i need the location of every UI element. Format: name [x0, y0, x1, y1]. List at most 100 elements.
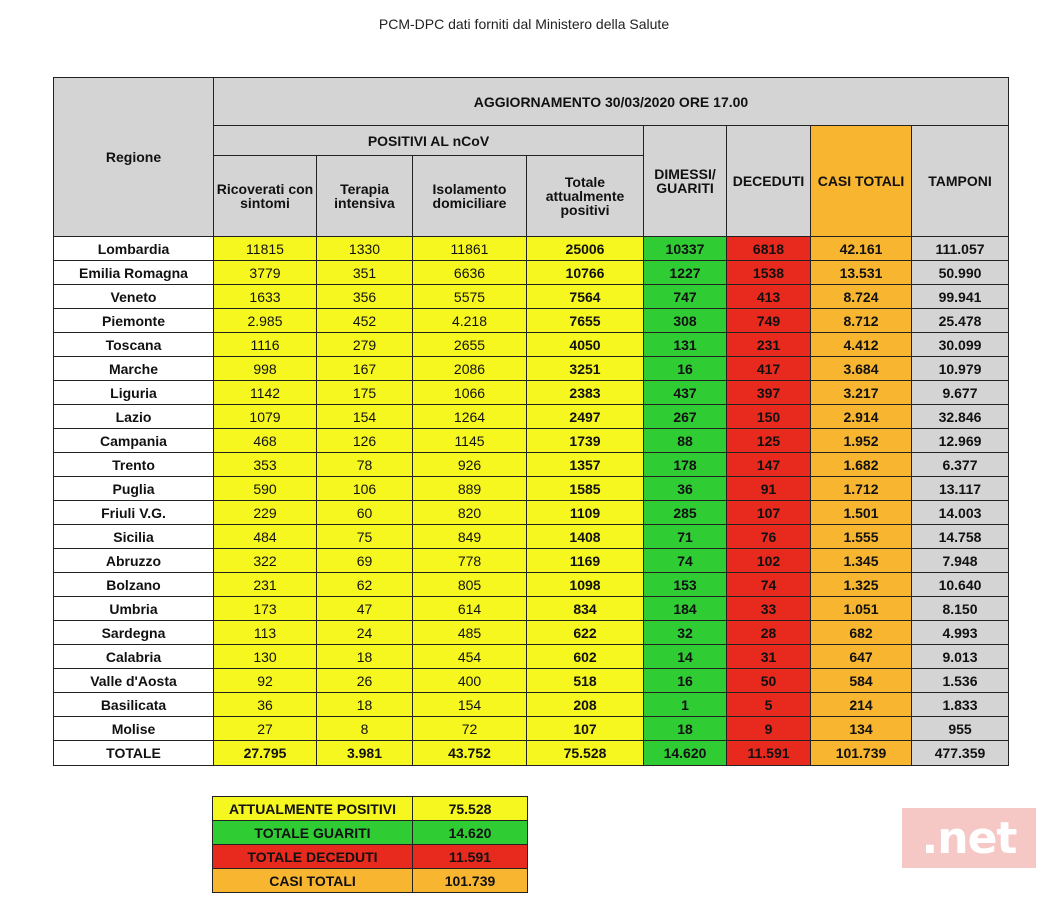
cell-totale-positivi: 518 [526, 668, 644, 693]
cell-isolamento: 820 [412, 500, 527, 525]
cell-tamponi: 955 [911, 716, 1009, 741]
cell-terapia: 356 [316, 284, 413, 309]
cell-isolamento: 4.218 [412, 308, 527, 333]
cell-terapia: 1330 [316, 236, 413, 261]
cell-casi-totali: 4.412 [810, 332, 912, 357]
cell-region: Marche [53, 356, 214, 381]
summary-value: 75.528 [412, 796, 528, 821]
header-ricoverati: Ricoverati con sintomi [213, 155, 317, 237]
cell-dimessi: 308 [643, 308, 727, 333]
source-caption: PCM-DPC dati forniti dal Ministero della… [378, 16, 670, 32]
cell-tamponi: 10.979 [911, 356, 1009, 381]
cell-terapia: 60 [316, 500, 413, 525]
cell-isolamento: 778 [412, 548, 527, 573]
cell-region: Lombardia [53, 236, 214, 261]
cell-terapia: 279 [316, 332, 413, 357]
cell-tamponi: 1.536 [911, 668, 1009, 693]
table-row: Campania 468 126 1145 1739 88 125 1.952 12.969 [53, 428, 1009, 453]
cell-totale-positivi: 1357 [526, 452, 644, 477]
cell-ricoverati: 353 [213, 452, 317, 477]
table-row: Friuli V.G. 229 60 820 1109 285 107 1.501 14.003 [53, 500, 1009, 525]
header-totale-positivi: Totale attualmente positivi [526, 155, 644, 237]
total-cell-casi-totali: 101.739 [810, 740, 912, 766]
total-cell-region: TOTALE [53, 740, 214, 766]
summary-value: 14.620 [412, 820, 528, 845]
header-terapia: Terapia intensiva [316, 155, 413, 237]
cell-region: Valle d'Aosta [53, 668, 214, 693]
table-row: Abruzzo 322 69 778 1169 74 102 1.345 7.948 [53, 548, 1009, 573]
summary-body: ATTUALMENTE POSITIVI 75.528 TOTALE GUARITI… [212, 796, 528, 893]
cell-dimessi: 32 [643, 620, 727, 645]
cell-tamponi: 4.993 [911, 620, 1009, 645]
cell-terapia: 106 [316, 476, 413, 501]
cell-dimessi: 285 [643, 500, 727, 525]
cell-casi-totali: 1.345 [810, 548, 912, 573]
cell-isolamento: 1145 [412, 428, 527, 453]
total-cell-terapia: 3.981 [316, 740, 413, 766]
cell-dimessi: 16 [643, 668, 727, 693]
cell-terapia: 452 [316, 308, 413, 333]
table-title: AGGIORNAMENTO 30/03/2020 ORE 17.00 [213, 77, 1009, 126]
cell-ricoverati: 229 [213, 500, 317, 525]
cell-terapia: 167 [316, 356, 413, 381]
cell-deceduti: 397 [726, 380, 811, 405]
table-row: Lombardia 11815 1330 11861 25006 10337 6818 42.… [53, 236, 1009, 261]
summary-label: TOTALE DECEDUTI [212, 844, 413, 869]
cell-terapia: 154 [316, 404, 413, 429]
watermark-logo: .net [902, 808, 1036, 868]
cell-tamponi: 14.003 [911, 500, 1009, 525]
summary-row: TOTALE GUARITI 14.620 [212, 820, 528, 845]
cell-deceduti: 1538 [726, 260, 811, 285]
cell-casi-totali: 134 [810, 716, 912, 741]
header-deceduti: DECEDUTI [726, 125, 811, 237]
cell-ricoverati: 231 [213, 572, 317, 597]
cell-region: Molise [53, 716, 214, 741]
total-cell-deceduti: 11.591 [726, 740, 811, 766]
cell-ricoverati: 1079 [213, 404, 317, 429]
cell-totale-positivi: 1098 [526, 572, 644, 597]
cell-tamponi: 30.099 [911, 332, 1009, 357]
cell-dimessi: 267 [643, 404, 727, 429]
cell-casi-totali: 1.952 [810, 428, 912, 453]
total-cell-isolamento: 43.752 [412, 740, 527, 766]
cell-region: Veneto [53, 284, 214, 309]
totals-row: TOTALE 27.795 3.981 43.752 75.528 14.620 11.59… [53, 740, 1009, 766]
cell-isolamento: 400 [412, 668, 527, 693]
cell-deceduti: 125 [726, 428, 811, 453]
total-cell-ricoverati: 27.795 [213, 740, 317, 766]
cell-isolamento: 805 [412, 572, 527, 597]
summary-label: TOTALE GUARITI [212, 820, 413, 845]
cell-deceduti: 107 [726, 500, 811, 525]
cell-casi-totali: 3.684 [810, 356, 912, 381]
cell-dimessi: 10337 [643, 236, 727, 261]
cell-tamponi: 9.013 [911, 644, 1009, 669]
cell-isolamento: 11861 [412, 236, 527, 261]
cell-deceduti: 413 [726, 284, 811, 309]
cell-casi-totali: 1.555 [810, 524, 912, 549]
cell-deceduti: 150 [726, 404, 811, 429]
table-row: Basilicata 36 18 154 208 1 5 214 1.833 [53, 692, 1009, 717]
header-casi-totali: CASI TOTALI [810, 125, 912, 237]
cell-ricoverati: 36 [213, 692, 317, 717]
summary-table: ATTUALMENTE POSITIVI 75.528 TOTALE GUARITI… [212, 796, 528, 893]
cell-casi-totali: 1.712 [810, 476, 912, 501]
table-row: Emilia Romagna 3779 351 6636 10766 1227 1538 13… [53, 260, 1009, 285]
cell-totale-positivi: 10766 [526, 260, 644, 285]
table-row: Molise 27 8 72 107 18 9 134 955 [53, 716, 1009, 741]
cell-totale-positivi: 1739 [526, 428, 644, 453]
total-cell-totale-positivi: 75.528 [526, 740, 644, 766]
cell-region: Basilicata [53, 692, 214, 717]
cell-tamponi: 25.478 [911, 308, 1009, 333]
cell-ricoverati: 322 [213, 548, 317, 573]
cell-ricoverati: 1633 [213, 284, 317, 309]
cell-dimessi: 71 [643, 524, 727, 549]
cell-region: Emilia Romagna [53, 260, 214, 285]
cell-casi-totali: 2.914 [810, 404, 912, 429]
cell-terapia: 126 [316, 428, 413, 453]
cell-isolamento: 926 [412, 452, 527, 477]
cell-region: Sardegna [53, 620, 214, 645]
cell-region: Piemonte [53, 308, 214, 333]
cell-region: Bolzano [53, 572, 214, 597]
cell-isolamento: 2086 [412, 356, 527, 381]
cell-tamponi: 7.948 [911, 548, 1009, 573]
